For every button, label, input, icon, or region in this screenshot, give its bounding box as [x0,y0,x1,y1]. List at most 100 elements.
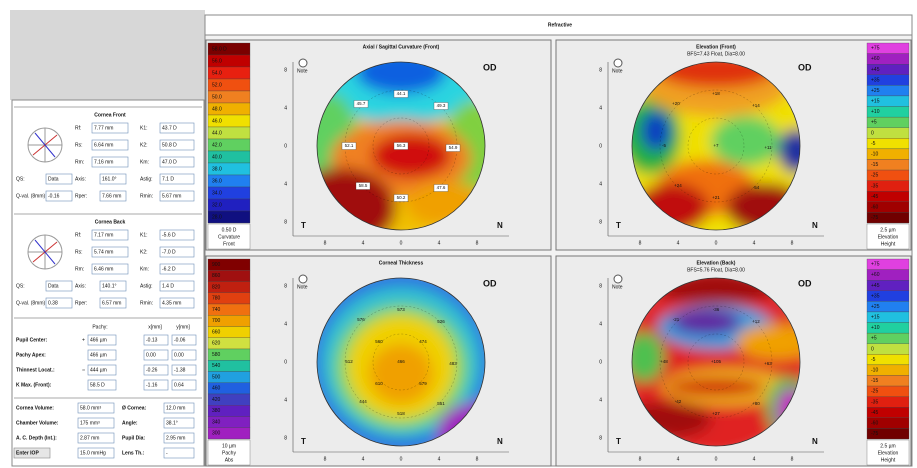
axis-tick-label: 4 [284,105,287,111]
note-icon [299,59,307,67]
field-value: 5.74 mm [94,249,113,255]
field-value: 0.00 [146,352,156,358]
map-region [666,378,766,396]
scale-label: +45 [871,67,880,73]
field-label: K2: [140,249,148,255]
scale-label: 380 [212,408,221,414]
scale-label: 40.0 [212,154,222,160]
scale-label: -45 [871,194,878,200]
field-value: -7.0 D [162,249,176,255]
map-value: 474 [419,339,427,344]
scale-footer-text: 2.5 µm [880,227,895,233]
field-label: A. C. Depth (Int.): [16,435,57,441]
scale-label: 50.0 [212,94,222,100]
scale-label: 54.0 [212,70,222,76]
map-value: 54.9 [449,145,458,150]
scale-footer-text: Elevation [878,234,899,240]
map-value: 518 [397,411,405,416]
axis-tick-label: 8 [324,240,327,246]
scale-footer-text: Front [223,241,235,247]
map-value: 576 [357,317,365,322]
map-value: +20 [672,101,680,106]
symbol: + [82,337,85,343]
scale-footer-text: 0.50 D [222,227,237,233]
axis-tick-label: 4 [599,321,602,327]
scale-footer-text: Curvature [218,234,240,240]
scale-label: 42.0 [212,142,222,148]
field-value: 6.46 mm [94,266,113,272]
column-header: Pachy: [92,324,107,330]
scale-label: 28.0 [212,214,222,220]
axis-tick-label: 8 [639,240,642,246]
axis-tick-label: 8 [639,456,642,462]
scale-label: +25 [871,88,880,94]
scale-label: -60 [871,420,878,426]
map-value: +7 [713,143,719,148]
map-value: +27 [712,411,720,416]
note-label: Note [297,284,308,290]
scale-label: 58.0 D [212,46,227,52]
note-label: Note [297,68,308,74]
side-label: T [616,221,621,230]
map-value: +80 [752,401,760,406]
field-value: 466 µm [90,352,107,358]
map-value: 50.2 [397,195,406,200]
scale-label: 780 [212,296,221,302]
scale-label: -75 [871,215,878,221]
scale-label: 46.0 [212,118,222,124]
field-label: K Max. (Front): [16,382,52,388]
axis-tick-label: 8 [476,240,479,246]
axis-tick-label: 8 [599,67,602,73]
scale-label: 52.0 [212,82,222,88]
map-value: -36 [713,307,720,312]
map-value: +105 [711,359,722,364]
axis-tick-label: 4 [438,456,441,462]
field-label: Cornea Volume: [16,405,54,411]
map-region [369,344,433,404]
screen: Refractive Cornea FrontRf:7.77 mmK1:43.7… [0,0,917,468]
field-label: Rf: [75,125,81,131]
field-value: 2.87 mm [80,435,99,441]
scale-label: +35 [871,293,880,299]
eye-label: OD [798,278,812,288]
map-value: 579 [419,381,427,386]
side-label: T [301,221,306,230]
field-label: Astig: [140,176,153,182]
axis-tick-label: 8 [599,283,602,289]
axis-tick-label: 4 [362,240,365,246]
side-label: T [616,437,621,446]
scale-label: -15 [871,162,878,168]
scale-label: 700 [212,318,221,324]
map-value: -42 [675,399,682,404]
field-value: 175 mm³ [80,420,100,426]
scale-label: 820 [212,284,221,290]
field-value: 7.16 mm [94,159,113,165]
map-value: 44.1 [397,91,406,96]
scale-label: +15 [871,315,880,321]
axis-tick-label: 4 [677,240,680,246]
field-value: 12.0 mm [166,405,185,411]
scale-label: 32.0 [212,202,222,208]
field-value: 47.0 D [162,159,177,165]
scale-label: -45 [871,410,878,416]
field-label: Angle: [122,420,138,426]
field-value: 161.0° [102,176,117,182]
map-value: +24 [674,183,682,188]
map-title: Elevation (Front) [696,44,736,50]
map-region [371,134,451,178]
scale-label: 44.0 [212,130,222,136]
axis-tick-label: 0 [284,143,287,149]
map-value: 444 [359,399,367,404]
field-label: Pachy Apex: [16,352,46,358]
scale-label: +5 [871,336,877,342]
scale-label: +5 [871,120,877,126]
eye-label: OD [798,62,812,72]
map-value: 526 [437,319,445,324]
scale-label: +75 [871,262,880,268]
symbol: ○ [82,367,85,373]
axis-tick-label: 4 [599,105,602,111]
map-value: 56.3 [397,143,406,148]
scale-label: -10 [871,152,878,158]
note-icon [299,275,307,283]
field-value: Data [48,283,59,289]
